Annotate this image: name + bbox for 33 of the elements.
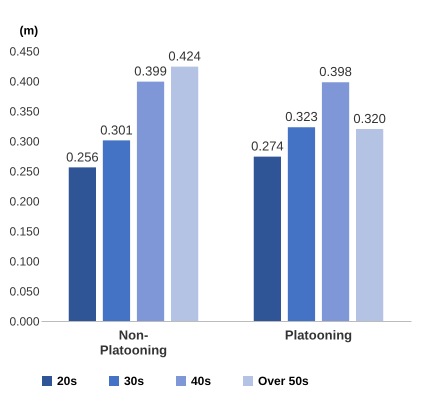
data-label: 0.323: [285, 109, 318, 124]
y-tick-label: 0.350: [9, 104, 40, 118]
bar: [136, 82, 164, 321]
y-tick-label: 0.250: [9, 164, 40, 178]
bar: [68, 167, 96, 321]
bar: [322, 82, 350, 321]
bar: [254, 156, 282, 321]
y-tick-label: 0.400: [9, 74, 40, 88]
y-tick-label: 0.150: [9, 224, 40, 238]
y-tick-label: 0.100: [9, 254, 40, 268]
data-label: 0.274: [251, 138, 284, 154]
legend-label: 40s: [191, 374, 212, 388]
bar: [356, 129, 384, 321]
y-tick-label: 0.050: [9, 284, 40, 298]
data-label: 0.398: [319, 64, 352, 80]
y-tick-label: 0.000: [9, 314, 40, 328]
y-tick-label: 0.300: [9, 134, 40, 148]
data-label: 0.301: [100, 122, 133, 138]
bar: [102, 140, 130, 321]
data-label: 0.320: [353, 111, 386, 126]
bar: [288, 127, 316, 321]
legend-label: Over 50s: [258, 374, 310, 388]
data-label: 0.256: [66, 149, 99, 164]
data-label: 0.399: [134, 64, 167, 79]
y-tick-label: 0.200: [9, 194, 40, 208]
bar: [170, 66, 198, 321]
x-tick-label: Platooning: [284, 328, 352, 342]
legend-label: 30s: [124, 374, 144, 388]
legend-label: 20s: [57, 374, 78, 388]
data-label: 0.424: [168, 48, 201, 64]
y-tick-label: 0.450: [9, 44, 40, 58]
x-tick-label: Non- Platooning: [100, 328, 168, 358]
y-axis-title: (m): [20, 24, 38, 38]
